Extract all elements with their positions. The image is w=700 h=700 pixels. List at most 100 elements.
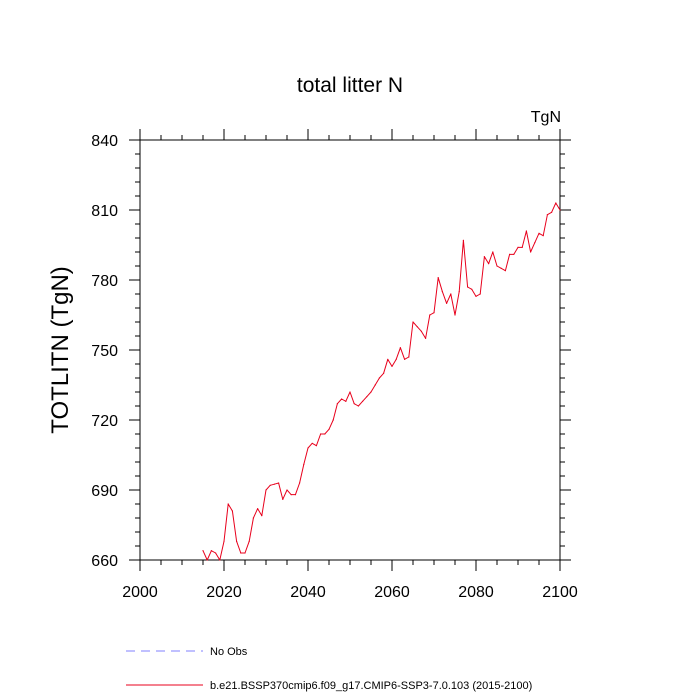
x-tick-label: 2060 (374, 584, 410, 601)
data-point (307, 447, 309, 449)
data-point (555, 202, 557, 204)
data-point (303, 463, 305, 465)
data-point (391, 365, 393, 367)
data-point (252, 517, 254, 519)
data-point (231, 510, 233, 512)
legend: No Obs b.e21.BSSP370cmip6.f09_g17.CMIP6-S… (126, 646, 532, 692)
data-point (488, 263, 490, 265)
data-point (408, 356, 410, 358)
data-point (362, 400, 364, 402)
data-point (257, 508, 259, 510)
data-point (349, 391, 351, 393)
data-point (450, 293, 452, 295)
data-point (420, 330, 422, 332)
data-point (458, 291, 460, 293)
data-point (336, 403, 338, 405)
data-point (504, 270, 506, 272)
data-point (366, 396, 368, 398)
x-tick-label: 2020 (206, 584, 242, 601)
units-label: TgN (531, 109, 561, 126)
data-point (341, 398, 343, 400)
data-point (311, 442, 313, 444)
data-point (559, 209, 561, 211)
data-point (219, 559, 221, 561)
data-point (496, 265, 498, 267)
plot-frame (139, 139, 561, 561)
data-point (324, 433, 326, 435)
data-point (210, 550, 212, 552)
data-point (479, 293, 481, 295)
data-point (546, 214, 549, 216)
data-point (429, 314, 431, 316)
data-point (446, 302, 448, 304)
data-point (416, 326, 418, 328)
x-tick-label: 2040 (290, 584, 326, 601)
data-point (215, 552, 217, 554)
data-point (315, 445, 317, 447)
data-point (248, 540, 250, 542)
data-point (294, 494, 296, 496)
data-point (425, 337, 427, 339)
data-point (475, 295, 477, 297)
data-point (206, 559, 208, 561)
data-point (412, 321, 414, 323)
data-point (437, 277, 439, 279)
data-point (534, 242, 536, 244)
data-point (223, 540, 225, 542)
y-tick-label: 690 (91, 483, 118, 500)
data-point (282, 498, 284, 500)
data-point (551, 211, 553, 213)
y-tick-label: 660 (91, 553, 118, 570)
data-point (530, 251, 532, 253)
data-point (492, 251, 494, 253)
data-point (278, 482, 280, 484)
y-tick-label: 780 (91, 273, 118, 290)
data-point (433, 312, 435, 314)
data-point (513, 253, 515, 255)
data-point (320, 433, 322, 435)
x-tick-label: 2000 (122, 584, 158, 601)
x-tick-label: 2100 (542, 584, 578, 601)
data-point (521, 246, 523, 248)
data-point (265, 489, 267, 491)
chart-title: total litter N (297, 74, 403, 97)
x-tick-label: 2080 (458, 584, 494, 601)
data-point (374, 384, 376, 386)
y-tick-label: 840 (91, 133, 118, 150)
y-tick-label: 720 (91, 413, 118, 430)
data-point (538, 232, 540, 234)
data-point (290, 494, 292, 496)
data-point (471, 288, 473, 290)
data-point (483, 256, 485, 258)
data-point (509, 253, 511, 255)
data-point (353, 403, 355, 405)
data-point (332, 419, 334, 421)
data-point (286, 489, 288, 491)
data-point (454, 314, 456, 316)
data-point (387, 358, 389, 360)
legend-label: b.e21.BSSP370cmip6.f09_g17.CMIP6-SSP3-7.… (210, 680, 532, 692)
data-point (227, 503, 229, 505)
axis-ticks (129, 129, 571, 571)
series-line (202, 202, 561, 561)
data-point (378, 377, 380, 379)
data-point (328, 428, 330, 430)
series-layer (202, 202, 561, 561)
data-point (370, 391, 372, 393)
data-point (273, 483, 275, 485)
data-point (261, 515, 263, 517)
data-point (299, 482, 301, 484)
legend-label: No Obs (210, 646, 248, 658)
data-point (404, 358, 406, 360)
data-point (383, 372, 385, 374)
data-point (517, 246, 519, 248)
data-point (542, 235, 544, 237)
data-point (244, 552, 246, 554)
data-point (525, 230, 528, 232)
data-point (467, 286, 469, 288)
data-point (345, 400, 347, 402)
data-point (202, 550, 204, 552)
y-tick-label: 810 (91, 203, 118, 220)
data-point (395, 358, 397, 360)
